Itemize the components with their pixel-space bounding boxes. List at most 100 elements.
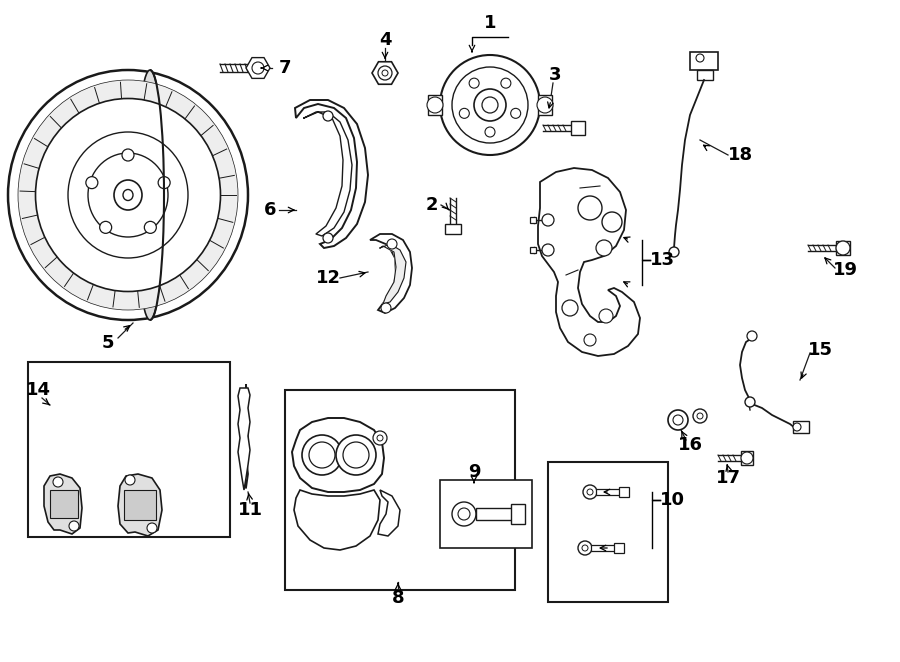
Circle shape [747, 331, 757, 341]
Polygon shape [295, 100, 368, 248]
Circle shape [583, 485, 597, 499]
Circle shape [147, 523, 157, 533]
Circle shape [602, 212, 622, 232]
Polygon shape [246, 58, 270, 78]
Polygon shape [380, 244, 406, 304]
Circle shape [452, 502, 476, 526]
Text: 5: 5 [102, 334, 114, 352]
Circle shape [378, 66, 392, 80]
Circle shape [440, 55, 540, 155]
Circle shape [537, 97, 553, 113]
Bar [538, 95, 552, 115]
Circle shape [696, 54, 704, 62]
Bar [28, 362, 230, 537]
Circle shape [100, 221, 112, 234]
Text: 8: 8 [392, 589, 404, 607]
Text: 12: 12 [316, 269, 340, 287]
Bar [591, 545, 616, 551]
Bar [793, 421, 809, 433]
Text: 16: 16 [678, 436, 703, 454]
Circle shape [599, 309, 613, 323]
Polygon shape [292, 418, 384, 492]
Circle shape [669, 247, 679, 257]
Bar [836, 241, 850, 255]
Bar [511, 504, 525, 524]
Bar [614, 543, 624, 553]
Circle shape [53, 477, 63, 487]
Text: 7: 7 [279, 59, 292, 77]
Polygon shape [238, 388, 250, 490]
Polygon shape [372, 62, 398, 84]
Circle shape [474, 89, 506, 121]
Text: 14: 14 [25, 381, 50, 399]
Text: 18: 18 [727, 146, 752, 164]
Bar [619, 487, 629, 497]
Text: 15: 15 [807, 341, 833, 359]
Circle shape [302, 435, 342, 475]
Circle shape [510, 109, 521, 118]
Text: 6: 6 [264, 201, 276, 219]
Bar [596, 489, 621, 495]
Polygon shape [538, 168, 640, 356]
Circle shape [584, 334, 596, 346]
Text: 13: 13 [650, 251, 674, 269]
Circle shape [745, 397, 755, 407]
Bar [530, 217, 536, 223]
Circle shape [86, 177, 98, 189]
Circle shape [485, 127, 495, 137]
Circle shape [582, 545, 588, 551]
Circle shape [469, 78, 479, 88]
Polygon shape [304, 112, 352, 236]
Circle shape [252, 62, 264, 74]
Circle shape [427, 97, 443, 113]
Text: 9: 9 [468, 463, 481, 481]
Circle shape [323, 233, 333, 243]
Ellipse shape [35, 99, 220, 291]
Circle shape [336, 435, 376, 475]
Circle shape [452, 67, 528, 143]
Circle shape [596, 240, 612, 256]
Bar [690, 52, 718, 70]
Circle shape [587, 489, 593, 495]
Circle shape [323, 111, 333, 121]
Text: 1: 1 [484, 14, 496, 32]
Circle shape [122, 149, 134, 161]
Bar [548, 462, 668, 602]
Polygon shape [370, 234, 412, 313]
Circle shape [542, 214, 554, 226]
Polygon shape [378, 490, 400, 536]
Circle shape [309, 442, 335, 468]
Polygon shape [124, 490, 156, 520]
Circle shape [69, 521, 79, 531]
Ellipse shape [8, 70, 248, 320]
Circle shape [343, 442, 369, 468]
Circle shape [673, 415, 683, 425]
Bar [285, 390, 515, 590]
Circle shape [668, 410, 688, 430]
Polygon shape [44, 474, 82, 534]
Polygon shape [294, 490, 380, 550]
Circle shape [381, 303, 391, 313]
Circle shape [836, 241, 850, 255]
Circle shape [542, 244, 554, 256]
Circle shape [377, 435, 383, 441]
Circle shape [144, 221, 157, 234]
Circle shape [373, 431, 387, 445]
Ellipse shape [68, 132, 188, 258]
Bar [530, 247, 536, 253]
Bar [571, 121, 585, 135]
Circle shape [578, 196, 602, 220]
Ellipse shape [136, 70, 164, 320]
Text: 19: 19 [832, 261, 858, 279]
Ellipse shape [123, 189, 133, 201]
Circle shape [459, 109, 469, 118]
Bar [428, 95, 442, 115]
Text: 3: 3 [549, 66, 562, 84]
Text: 10: 10 [660, 491, 685, 509]
Text: 11: 11 [238, 501, 263, 519]
Circle shape [562, 300, 578, 316]
Ellipse shape [88, 153, 168, 237]
Text: 2: 2 [426, 196, 438, 214]
Circle shape [578, 541, 592, 555]
Circle shape [387, 239, 397, 249]
